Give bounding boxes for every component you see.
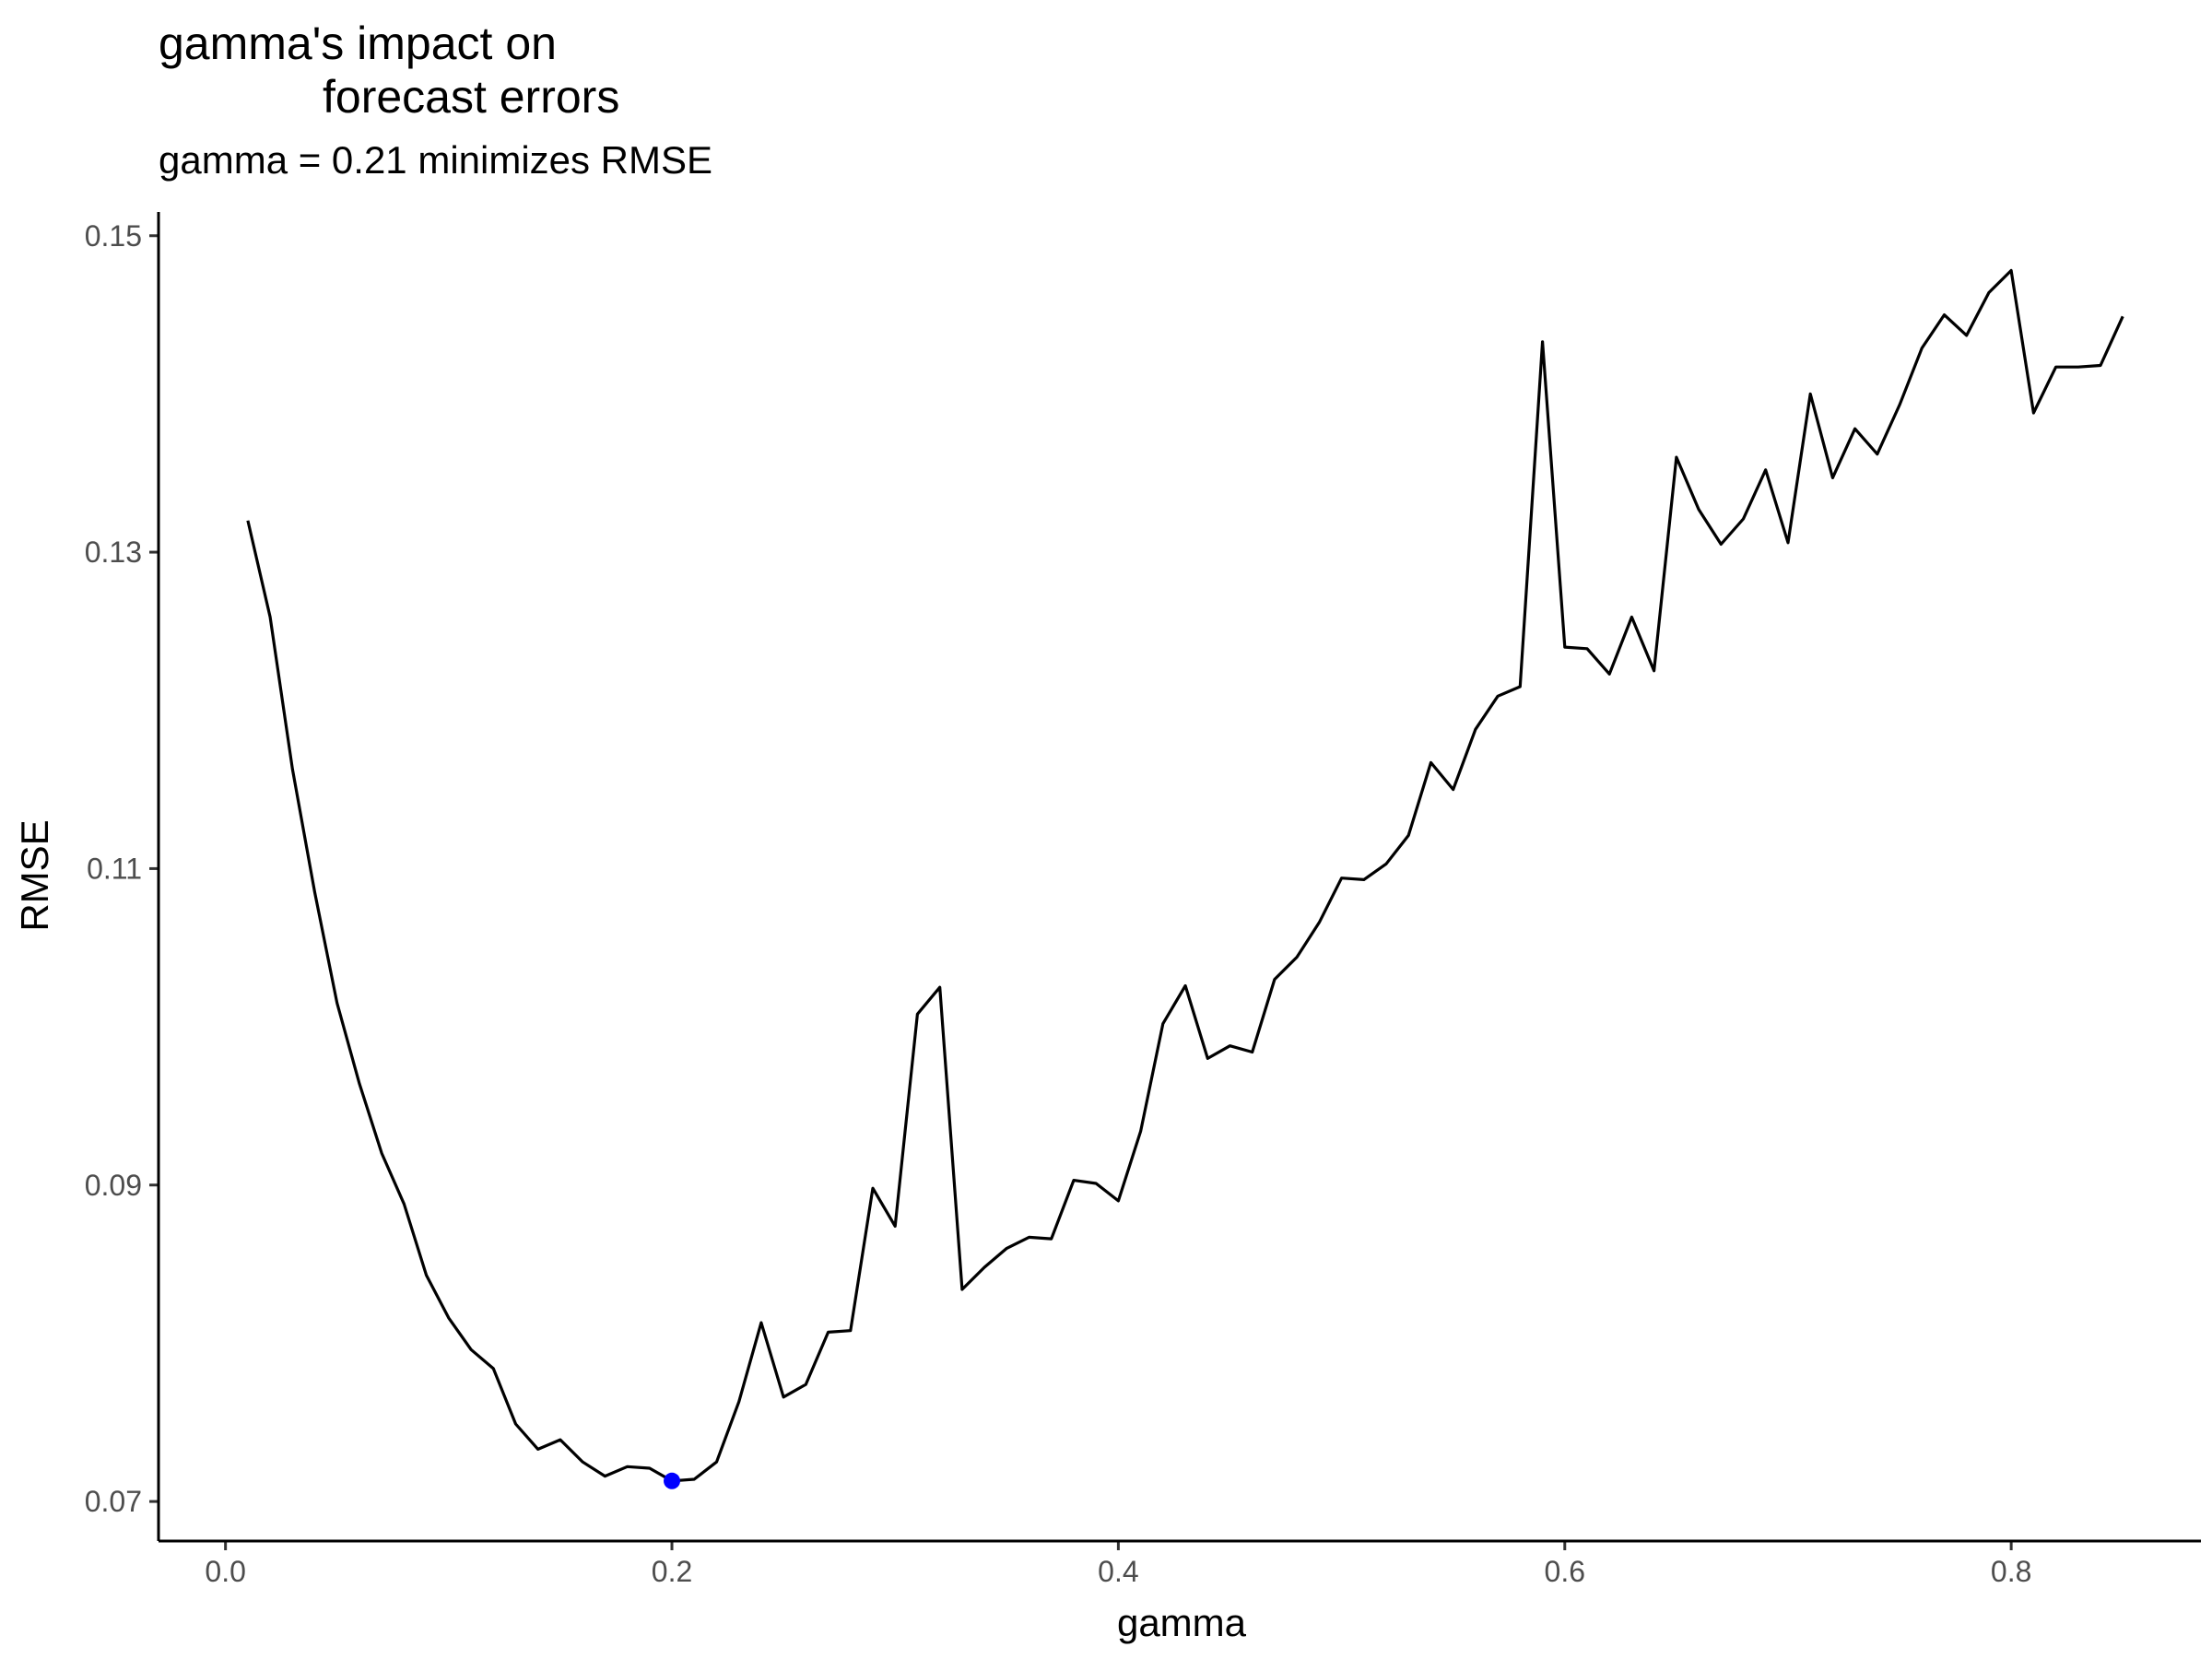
x-axis-ticks: 0.0 0.2 0.4 0.6 0.8 (205, 1541, 2031, 1588)
y-tick-label: 0.13 (85, 535, 142, 569)
y-tick-label: 0.15 (85, 219, 142, 253)
y-tick-label: 0.11 (87, 852, 142, 885)
x-tick-label: 0.4 (1098, 1555, 1138, 1588)
x-tick-label: 0.6 (1545, 1555, 1585, 1588)
y-tick-label: 0.07 (85, 1485, 142, 1518)
x-axis-title: gamma (1117, 1601, 1247, 1644)
y-axis-title: RMSE (13, 819, 56, 931)
chart-title-line-1: gamma's impact on (159, 18, 557, 69)
chart-subtitle: gamma = 0.21 minimizes RMSE (159, 138, 713, 182)
series-layer (246, 268, 2124, 1489)
x-tick-label: 0.2 (652, 1555, 692, 1588)
minimum-rmse-point (664, 1472, 681, 1489)
y-axis-ticks: 0.07 0.09 0.11 0.13 0.15 (85, 219, 159, 1518)
x-tick-label: 0.0 (205, 1555, 245, 1588)
chart-title-line-2: forecast errors (323, 71, 620, 123)
rmse-series-line (246, 268, 2124, 1483)
x-tick-label: 0.8 (1991, 1555, 2031, 1588)
y-tick-label: 0.09 (85, 1169, 142, 1202)
